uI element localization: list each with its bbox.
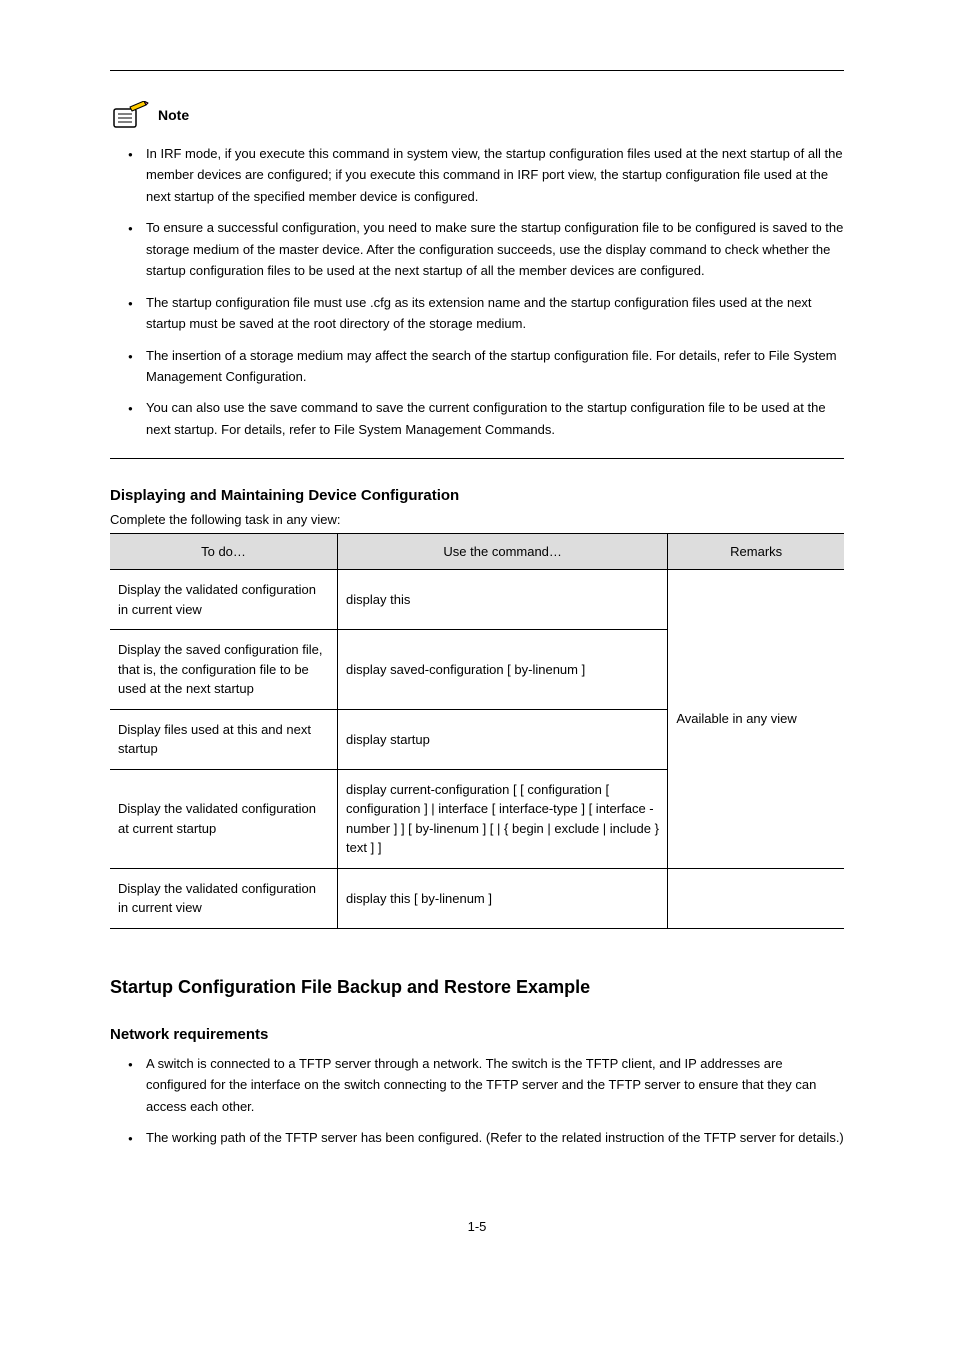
cell-cmd: display current-configuration [ [ config… (338, 769, 668, 868)
cell-cmd: display this [ by-linenum ] (338, 868, 668, 928)
note-bullet: You can also use the save command to sav… (128, 397, 844, 440)
col-header-remarks: Remarks (668, 534, 844, 570)
page-number: 1-5 (110, 1219, 844, 1234)
note-bullet-list: In IRF mode, if you execute this command… (110, 143, 844, 440)
network-req-bullet: The working path of the TFTP server has … (128, 1127, 844, 1148)
note-icon (110, 101, 150, 129)
subsection-title-network-req: Network requirements (110, 1026, 844, 1043)
network-req-bullet: A switch is connected to a TFTP server t… (128, 1053, 844, 1117)
table-row: Display the validated configuration in c… (110, 868, 844, 928)
cell-cmd: display this (338, 570, 668, 630)
table-caption: Complete the following task in any view: (110, 512, 844, 527)
table-row: Display the validated configuration in c… (110, 570, 844, 630)
note-label: Note (158, 107, 189, 129)
cell-todo: Display the validated configuration at c… (110, 769, 338, 868)
note-bullet: The insertion of a storage medium may af… (128, 345, 844, 388)
cell-todo: Display the saved configuration file, th… (110, 630, 338, 710)
cell-todo: Display the validated configuration in c… (110, 868, 338, 928)
cell-todo: Display the validated configuration in c… (110, 570, 338, 630)
cell-todo: Display files used at this and next star… (110, 709, 338, 769)
network-req-list: A switch is connected to a TFTP server t… (110, 1053, 844, 1149)
cell-remarks: Available in any view (668, 570, 844, 869)
note-bullet: The startup configuration file must use … (128, 292, 844, 335)
cell-remarks (668, 868, 844, 928)
cell-cmd: display startup (338, 709, 668, 769)
col-header-todo: To do… (110, 534, 338, 570)
section-title-display: Displaying and Maintaining Device Config… (110, 487, 844, 504)
config-table: To do… Use the command… Remarks Display … (110, 533, 844, 929)
note-header: Note (110, 101, 844, 129)
section-title-example: Startup Configuration File Backup and Re… (110, 977, 844, 998)
col-header-cmd: Use the command… (338, 534, 668, 570)
note-bullet: In IRF mode, if you execute this command… (128, 143, 844, 207)
cell-cmd: display saved-configuration [ by-linenum… (338, 630, 668, 710)
note-bullet: To ensure a successful configuration, yo… (128, 217, 844, 281)
